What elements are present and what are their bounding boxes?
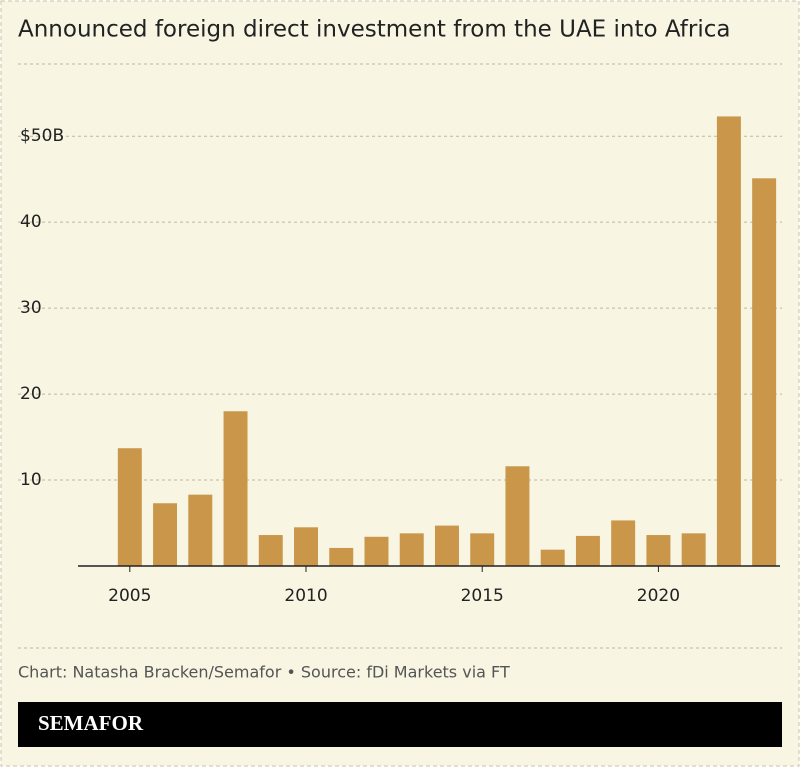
x-tick-label: 2005 bbox=[108, 586, 151, 606]
bar bbox=[117, 448, 142, 566]
bar bbox=[294, 527, 318, 566]
bar bbox=[752, 178, 777, 566]
bar bbox=[611, 520, 636, 566]
bar bbox=[188, 494, 213, 566]
bar bbox=[646, 535, 671, 566]
bar bbox=[153, 503, 178, 566]
y-tick-label: 30 bbox=[20, 298, 42, 318]
x-tick-label: 2020 bbox=[637, 586, 680, 606]
brand: SEMAFOR bbox=[38, 711, 144, 735]
chart-title: Announced foreign direct investment from… bbox=[18, 17, 731, 43]
bar bbox=[364, 536, 389, 566]
brand-bar bbox=[18, 702, 782, 747]
bar bbox=[681, 533, 706, 566]
bar bbox=[434, 525, 459, 566]
y-tick-label: 20 bbox=[20, 384, 42, 404]
x-tick-label: 2015 bbox=[461, 586, 504, 606]
source: Chart: Natasha Bracken/Semafor • Source:… bbox=[18, 663, 510, 682]
bar bbox=[575, 535, 600, 566]
bar bbox=[716, 116, 741, 566]
bar bbox=[399, 533, 424, 566]
bar bbox=[223, 411, 248, 566]
bar bbox=[258, 535, 283, 566]
bar bbox=[470, 533, 495, 566]
y-tick-label: 10 bbox=[20, 470, 42, 490]
bar bbox=[329, 547, 354, 566]
bar bbox=[505, 466, 530, 566]
y-tick-label: $50B bbox=[20, 126, 64, 146]
bar bbox=[540, 549, 565, 566]
y-tick-label: 40 bbox=[20, 212, 42, 232]
x-tick-label: 2010 bbox=[284, 586, 327, 606]
